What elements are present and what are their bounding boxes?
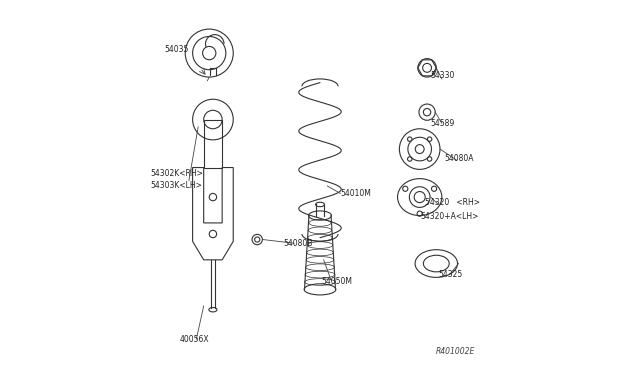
Text: 54302K<RH>: 54302K<RH> [150,169,203,177]
Text: 54303K<LH>: 54303K<LH> [150,182,202,190]
Bar [204,119,222,167]
Text: 54320+A<LH>: 54320+A<LH> [420,212,479,221]
Text: 54010M: 54010M [340,189,371,198]
Text: 54035: 54035 [164,45,189,54]
Text: 54080B: 54080B [283,239,312,248]
Text: 54589: 54589 [431,119,455,128]
Text: 54050M: 54050M [322,278,353,286]
Text: 40056X: 40056X [180,336,209,344]
Text: 54330: 54330 [431,71,455,80]
Text: 54325: 54325 [438,270,463,279]
Text: 54320   <RH>: 54320 <RH> [425,198,480,207]
Text: 54080A: 54080A [445,154,474,163]
Text: R401002E: R401002E [436,347,475,356]
